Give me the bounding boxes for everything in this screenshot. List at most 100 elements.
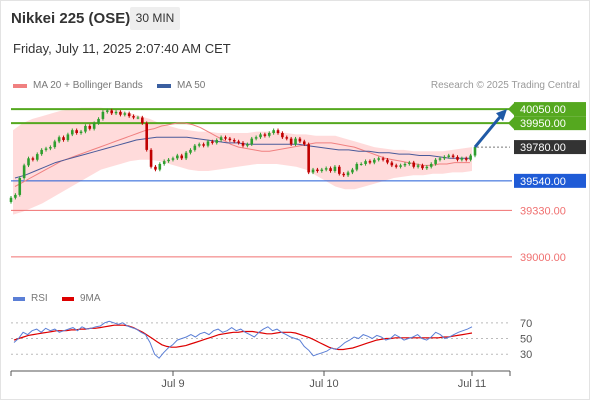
candle-body xyxy=(9,197,13,202)
candles xyxy=(9,108,477,204)
candle-body xyxy=(22,165,26,179)
candle-body xyxy=(44,148,48,150)
candle-body xyxy=(298,138,302,142)
level-label-39950: 39950.00 xyxy=(520,118,566,130)
candle-body xyxy=(443,156,446,159)
candle-body xyxy=(97,118,100,124)
candle-body xyxy=(237,141,240,143)
level-label-bg-40050 xyxy=(514,102,586,117)
candle-body xyxy=(434,159,437,164)
candle-body xyxy=(215,140,219,143)
candle-body xyxy=(250,138,254,145)
candle-body xyxy=(224,137,227,139)
candle-body xyxy=(35,154,39,160)
candle-body xyxy=(246,144,249,146)
candle-body xyxy=(149,149,153,167)
candle-body xyxy=(167,159,170,162)
candle-body xyxy=(281,133,284,138)
candle-body xyxy=(228,138,232,141)
candle-body xyxy=(136,117,140,119)
candle-body xyxy=(211,141,214,143)
candle-body xyxy=(390,162,394,166)
candle-body xyxy=(184,152,188,159)
candle-body xyxy=(158,163,162,170)
candle-body xyxy=(399,165,402,167)
candle-body xyxy=(62,137,65,141)
candle-body xyxy=(66,134,70,141)
candle-body xyxy=(110,110,113,114)
rsi-9ma-line xyxy=(13,324,473,351)
candle-body xyxy=(302,141,306,145)
chart-datetime: Friday, July 11, 2025 2:07:40 AM CET xyxy=(13,41,231,56)
candle-body xyxy=(451,155,455,157)
candle-body xyxy=(193,145,197,150)
candle-body xyxy=(329,168,332,171)
candle-body xyxy=(267,133,271,136)
candle-body xyxy=(276,130,280,133)
candle-body xyxy=(373,159,376,163)
candle-body xyxy=(202,144,205,146)
9ma-swatch xyxy=(62,296,74,301)
candle-body xyxy=(381,158,385,160)
candle-body xyxy=(75,130,78,133)
level-label-40050: 40050.00 xyxy=(520,104,566,116)
candle-body xyxy=(119,111,122,115)
candle-body xyxy=(31,158,35,160)
ma20-line xyxy=(14,122,470,187)
candle-body xyxy=(421,165,424,169)
x-tick-label: Jul 11 xyxy=(458,378,487,390)
candle-body xyxy=(456,156,459,160)
candle-body xyxy=(57,137,61,142)
candle-body xyxy=(92,123,96,129)
candle-body xyxy=(79,131,83,133)
legend-ma20: MA 20 + Bollinger Bands xyxy=(13,80,143,91)
candle-body xyxy=(114,111,118,114)
rsi-swatch xyxy=(13,296,25,301)
candle-body xyxy=(53,141,57,148)
rsi-tick-label: 30 xyxy=(520,349,532,361)
candle-body xyxy=(338,166,341,174)
candle-body xyxy=(324,168,328,170)
legend-rsi: RSI xyxy=(13,293,48,304)
candle-body xyxy=(333,166,337,171)
x-tick-label: Jul 10 xyxy=(309,378,338,390)
candle-body xyxy=(355,163,359,170)
legend-ma20-label: MA 20 + Bollinger Bands xyxy=(33,80,143,91)
candle-body xyxy=(189,149,192,153)
candle-body xyxy=(70,130,74,135)
candle-body xyxy=(141,117,144,124)
candle-body xyxy=(154,166,157,170)
bollinger-band-area xyxy=(13,107,472,215)
candle-body xyxy=(123,113,127,115)
candle-body xyxy=(473,147,477,156)
candle-body xyxy=(162,161,166,164)
candle-body xyxy=(464,158,468,160)
candle-body xyxy=(359,163,363,165)
candle-body xyxy=(416,165,420,167)
candle-body xyxy=(447,155,451,157)
candle-body xyxy=(386,159,389,163)
interval-selector[interactable]: 30 MIN xyxy=(130,7,180,30)
level-label-bg-39950 xyxy=(514,116,586,131)
candle-body xyxy=(145,123,148,150)
level-label-39540: 39540.00 xyxy=(520,176,566,188)
candle-body xyxy=(171,158,175,160)
ma20-swatch xyxy=(13,83,27,88)
candle-body xyxy=(408,162,411,164)
level-label-39780: 39780.00 xyxy=(520,142,566,154)
legend-ma50: MA 50 xyxy=(157,80,205,91)
candle-body xyxy=(307,144,310,173)
legend-rsi-label: RSI xyxy=(31,293,48,304)
legend-9ma: 9MA xyxy=(62,293,101,304)
candle-body xyxy=(206,141,210,146)
candle-body xyxy=(425,166,429,169)
candle-body xyxy=(241,142,245,146)
candle-body xyxy=(176,155,179,159)
candle-body xyxy=(403,163,407,166)
rsi-tick-label: 70 xyxy=(520,318,532,330)
candle-body xyxy=(351,169,354,173)
candle-body xyxy=(285,137,289,139)
candle-body xyxy=(27,158,30,166)
candle-body xyxy=(294,138,297,145)
